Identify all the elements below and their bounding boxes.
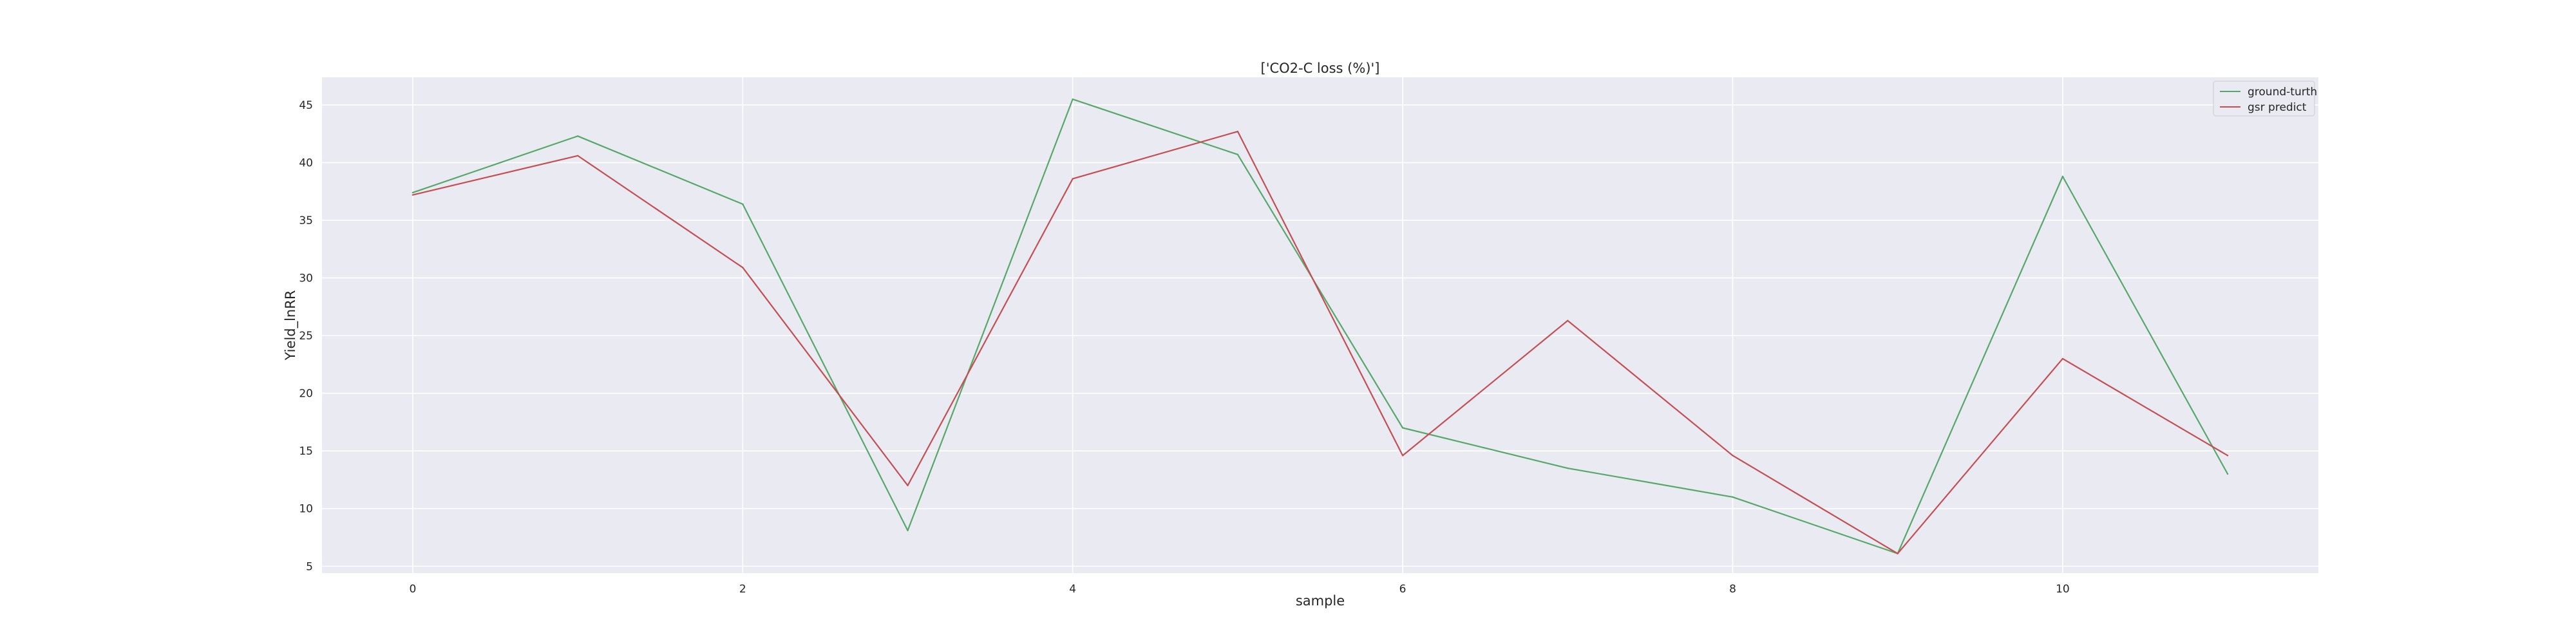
data-point-ground-turth (576, 135, 579, 137)
legend-label-gsr-predict: gsr predict (2248, 101, 2307, 114)
y-tick-label: 5 (306, 560, 313, 573)
data-point-gsr-predict (2226, 455, 2229, 457)
data-point-gsr-predict (1732, 455, 1734, 457)
data-point-ground-turth (907, 529, 909, 531)
data-point-gsr-predict (412, 194, 414, 196)
data-point-ground-turth (2226, 473, 2229, 475)
y-tick-label: 10 (299, 503, 313, 516)
series-line-ground-turth (412, 98, 2229, 554)
data-point-ground-turth (1567, 467, 1569, 469)
y-tick-label: 25 (299, 330, 313, 343)
data-point-ground-turth (412, 191, 414, 194)
data-point-gsr-predict (1567, 319, 1569, 322)
x-tick-label: 0 (409, 583, 416, 596)
data-point-ground-turth (1236, 153, 1239, 156)
data-point-ground-turth (1072, 98, 1074, 100)
y-axis-label: Yield_lnRR (283, 290, 299, 361)
y-tick-label: 15 (299, 445, 313, 458)
data-point-ground-turth (1401, 427, 1404, 429)
x-axis-label: sample (1296, 593, 1345, 609)
data-point-gsr-predict (907, 484, 909, 487)
x-tick-label: 10 (2056, 583, 2070, 596)
y-tick-label: 35 (299, 214, 313, 227)
series-lines (412, 98, 2229, 554)
x-tick-label: 2 (739, 583, 746, 596)
data-point-gsr-predict (742, 267, 744, 269)
data-point-ground-turth (742, 203, 744, 205)
data-point-gsr-predict (1401, 455, 1404, 457)
data-point-gsr-predict (1072, 178, 1074, 180)
x-tick-label: 6 (1399, 583, 1406, 596)
data-point-ground-turth (1732, 496, 1734, 498)
legend: ground-turth gsr predict (2213, 80, 2317, 117)
data-point-gsr-predict (2061, 357, 2064, 360)
y-tick-label: 45 (299, 99, 313, 112)
data-point-gsr-predict (1897, 553, 1899, 554)
x-tick-label: 8 (1729, 583, 1736, 596)
data-point-gsr-predict (1236, 130, 1239, 133)
y-tick-label: 40 (299, 157, 313, 170)
x-tick-labels: 0 2 4 6 8 10 (409, 583, 2069, 596)
chart-title: ['CO2-C loss (%)'] (1261, 61, 1380, 76)
x-tick-label: 4 (1069, 583, 1076, 596)
legend-label-ground-turth: ground-turth (2248, 86, 2317, 99)
y-tick-label: 20 (299, 388, 313, 401)
grid-lines (322, 77, 2318, 573)
data-point-gsr-predict (576, 155, 579, 156)
data-point-ground-turth (2061, 175, 2064, 178)
plot-background (322, 77, 2318, 573)
y-tick-label: 30 (299, 272, 313, 285)
series-line-gsr-predict (412, 131, 2228, 554)
y-tick-labels: 5 10 15 20 25 30 35 40 45 (299, 99, 313, 573)
